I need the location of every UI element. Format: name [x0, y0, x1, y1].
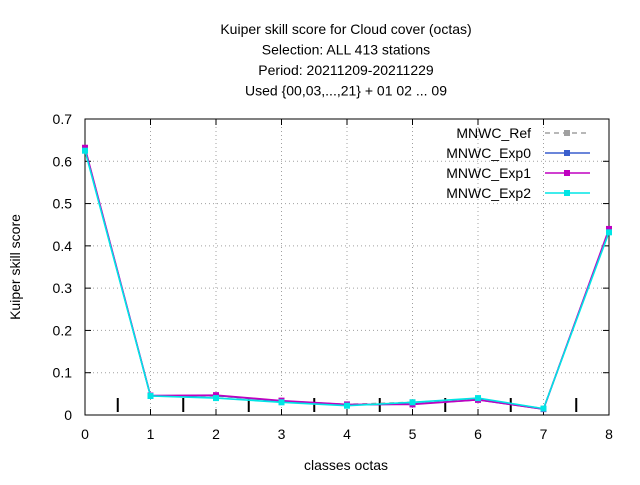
legend-label: MNWC_Exp0	[446, 145, 531, 161]
legend-item: MNWC_Exp1	[446, 165, 590, 181]
data-point	[540, 405, 547, 412]
y-tick-label: 0.2	[53, 322, 73, 338]
x-tick-label: 4	[343, 426, 351, 442]
x-axis: 0 1 2 3 4 5 6 7 8	[81, 119, 613, 442]
grid	[85, 119, 609, 415]
y-tick-label: 0.7	[53, 111, 73, 127]
series-mnwc-exp0	[82, 145, 612, 413]
x-tick-label: 5	[409, 426, 417, 442]
chart-title-line: Used {00,03,...,21} + 01 02 ... 09	[245, 83, 447, 99]
legend-item: MNWC_Exp0	[446, 145, 590, 161]
legend: MNWC_Ref MNWC_Exp0 MNWC_Exp1 MNWC_Exp2	[446, 125, 590, 201]
data-point	[213, 395, 219, 402]
x-tick-label: 1	[147, 426, 155, 442]
data-point	[147, 392, 154, 399]
legend-label: MNWC_Exp2	[446, 185, 531, 201]
legend-swatch-marker	[564, 170, 570, 176]
x-tick-label: 7	[540, 426, 548, 442]
y-tick-label: 0.6	[53, 153, 73, 169]
data-point	[344, 402, 350, 409]
y-tick-label: 0	[64, 407, 72, 423]
y-tick-label: 0.5	[53, 196, 73, 212]
y-tick-label: 0.1	[53, 365, 73, 381]
legend-swatch-marker	[564, 150, 570, 156]
legend-item: MNWC_Ref	[456, 125, 590, 141]
series-mnwc-exp2	[82, 147, 612, 412]
x-axis-label: classes octas	[304, 457, 388, 473]
data-point	[606, 229, 612, 236]
y-tick-label: 0.3	[53, 280, 73, 296]
legend-label: MNWC_Ref	[456, 125, 531, 141]
x-tick-label: 6	[474, 426, 482, 442]
chart-title-line: Period: 20211209-20211229	[258, 62, 434, 78]
data-point	[606, 225, 612, 232]
data-point	[278, 399, 285, 406]
x-tick-label: 2	[212, 426, 220, 442]
x-tick-label: 3	[278, 426, 286, 442]
y-axis: 0 0.1 0.2 0.3 0.4 0.5 0.6 0.7	[53, 111, 609, 423]
y-axis-label: Kuiper skill score	[7, 214, 23, 320]
x-tick-label: 8	[605, 426, 613, 442]
chart-title-line: Selection: ALL 413 stations	[262, 42, 430, 58]
y-tick-label: 0.4	[53, 238, 73, 254]
legend-swatch-marker	[564, 130, 570, 136]
chart-title-line: Kuiper skill score for Cloud cover (octa…	[220, 21, 471, 37]
legend-label: MNWC_Exp1	[446, 165, 531, 181]
data-point	[409, 399, 416, 406]
chart-title: Kuiper skill score for Cloud cover (octa…	[220, 21, 471, 99]
legend-item: MNWC_Exp2	[446, 185, 590, 201]
x-tick-label: 0	[81, 426, 89, 442]
data-point	[82, 147, 88, 154]
data-point	[475, 395, 481, 402]
legend-swatch-marker	[564, 190, 570, 196]
